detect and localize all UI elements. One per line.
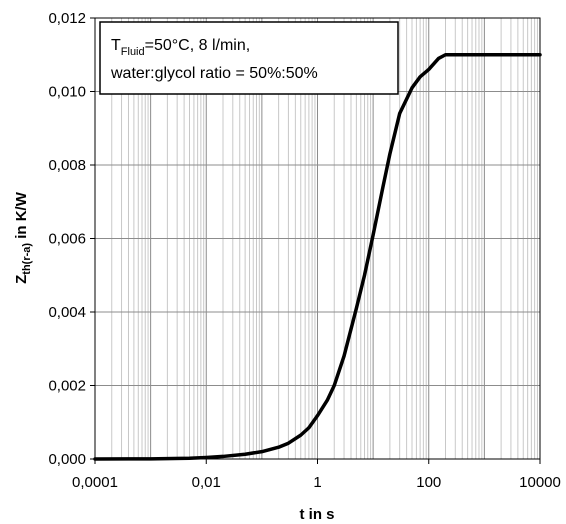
annotation-fluid-subscript: Fluid	[121, 46, 145, 58]
x-tick-label: 1	[313, 474, 321, 491]
x-tick-label: 0,01	[192, 474, 221, 491]
x-tick-label: 100	[416, 474, 441, 491]
x-tick-label: 0,0001	[72, 474, 118, 491]
annotation-line-1: TFluid=50°C, 8 l/min,	[111, 37, 250, 58]
annotation-line-2: water:glycol ratio = 50%:50%	[110, 65, 318, 82]
x-tick-label: 10000	[519, 474, 561, 491]
y-axis-title-subscript: th(r-a)	[21, 243, 33, 275]
y-tick-label: 0,006	[48, 231, 86, 248]
y-tick-label: 0,012	[48, 10, 86, 27]
y-tick-label: 0,002	[48, 378, 86, 395]
y-tick-label: 0,008	[48, 157, 86, 174]
annotation-t: T	[111, 37, 121, 54]
y-axis-title-unit: in K/W	[13, 191, 30, 243]
annotation-box: TFluid=50°C, 8 l/min, water:glycol ratio…	[99, 21, 399, 95]
axis-ticks: 0,0001 0,01 1 100 10000 0,000 0,002 0,004 0,006 0…	[48, 10, 560, 491]
y-tick-label: 0,000	[48, 451, 86, 468]
y-axis-title-main: Z	[13, 275, 30, 284]
y-tick-label: 0,010	[48, 84, 86, 101]
x-axis-title: t in s	[299, 506, 334, 523]
y-tick-label: 0,004	[48, 304, 86, 321]
annotation-conditions: =50°C, 8 l/min,	[145, 37, 251, 54]
y-axis-title: Zth(r-a) in K/W	[13, 191, 33, 284]
series-layer	[93, 53, 542, 461]
series-line	[93, 53, 542, 461]
